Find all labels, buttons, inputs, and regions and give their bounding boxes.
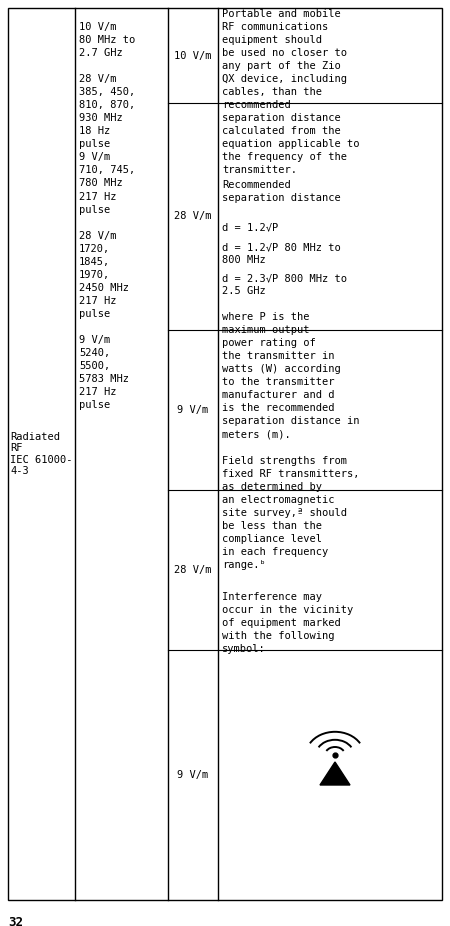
Text: Recommended
separation distance: Recommended separation distance (222, 180, 341, 203)
Text: 28 V/m: 28 V/m (174, 565, 212, 575)
Text: d = 1.2√P: d = 1.2√P (222, 222, 278, 232)
Text: 28 V/m: 28 V/m (174, 211, 212, 221)
Text: Interference may
occur in the vicinity
of equipment marked
with the following
sy: Interference may occur in the vicinity o… (222, 592, 353, 654)
Text: Radiated
RF
IEC 61000-
4-3: Radiated RF IEC 61000- 4-3 (10, 432, 73, 476)
Text: Portable and mobile
RF communications
equipment should
be used no closer to
any : Portable and mobile RF communications eq… (222, 9, 360, 176)
Text: 9 V/m: 9 V/m (177, 770, 209, 780)
Text: 32: 32 (8, 916, 23, 926)
Text: d = 1.2√P 80 MHz to
800 MHz: d = 1.2√P 80 MHz to 800 MHz (222, 242, 341, 265)
Text: 10 V/m
80 MHz to
2.7 GHz

28 V/m
385, 450,
810, 870,
930 MHz
18 Hz
pulse
9 V/m
7: 10 V/m 80 MHz to 2.7 GHz 28 V/m 385, 450… (79, 22, 135, 410)
Text: 10 V/m: 10 V/m (174, 51, 212, 60)
Polygon shape (320, 762, 350, 785)
Text: Field strengths from
fixed RF transmitters,
as determined by
an electromagnetic
: Field strengths from fixed RF transmitte… (222, 456, 360, 570)
Text: d = 2.3√P 800 MHz to
2.5 GHz: d = 2.3√P 800 MHz to 2.5 GHz (222, 273, 347, 296)
Text: where P is the
maximum output
power rating of
the transmitter in
watts (W) accor: where P is the maximum output power rati… (222, 312, 360, 439)
Text: 9 V/m: 9 V/m (177, 405, 209, 415)
